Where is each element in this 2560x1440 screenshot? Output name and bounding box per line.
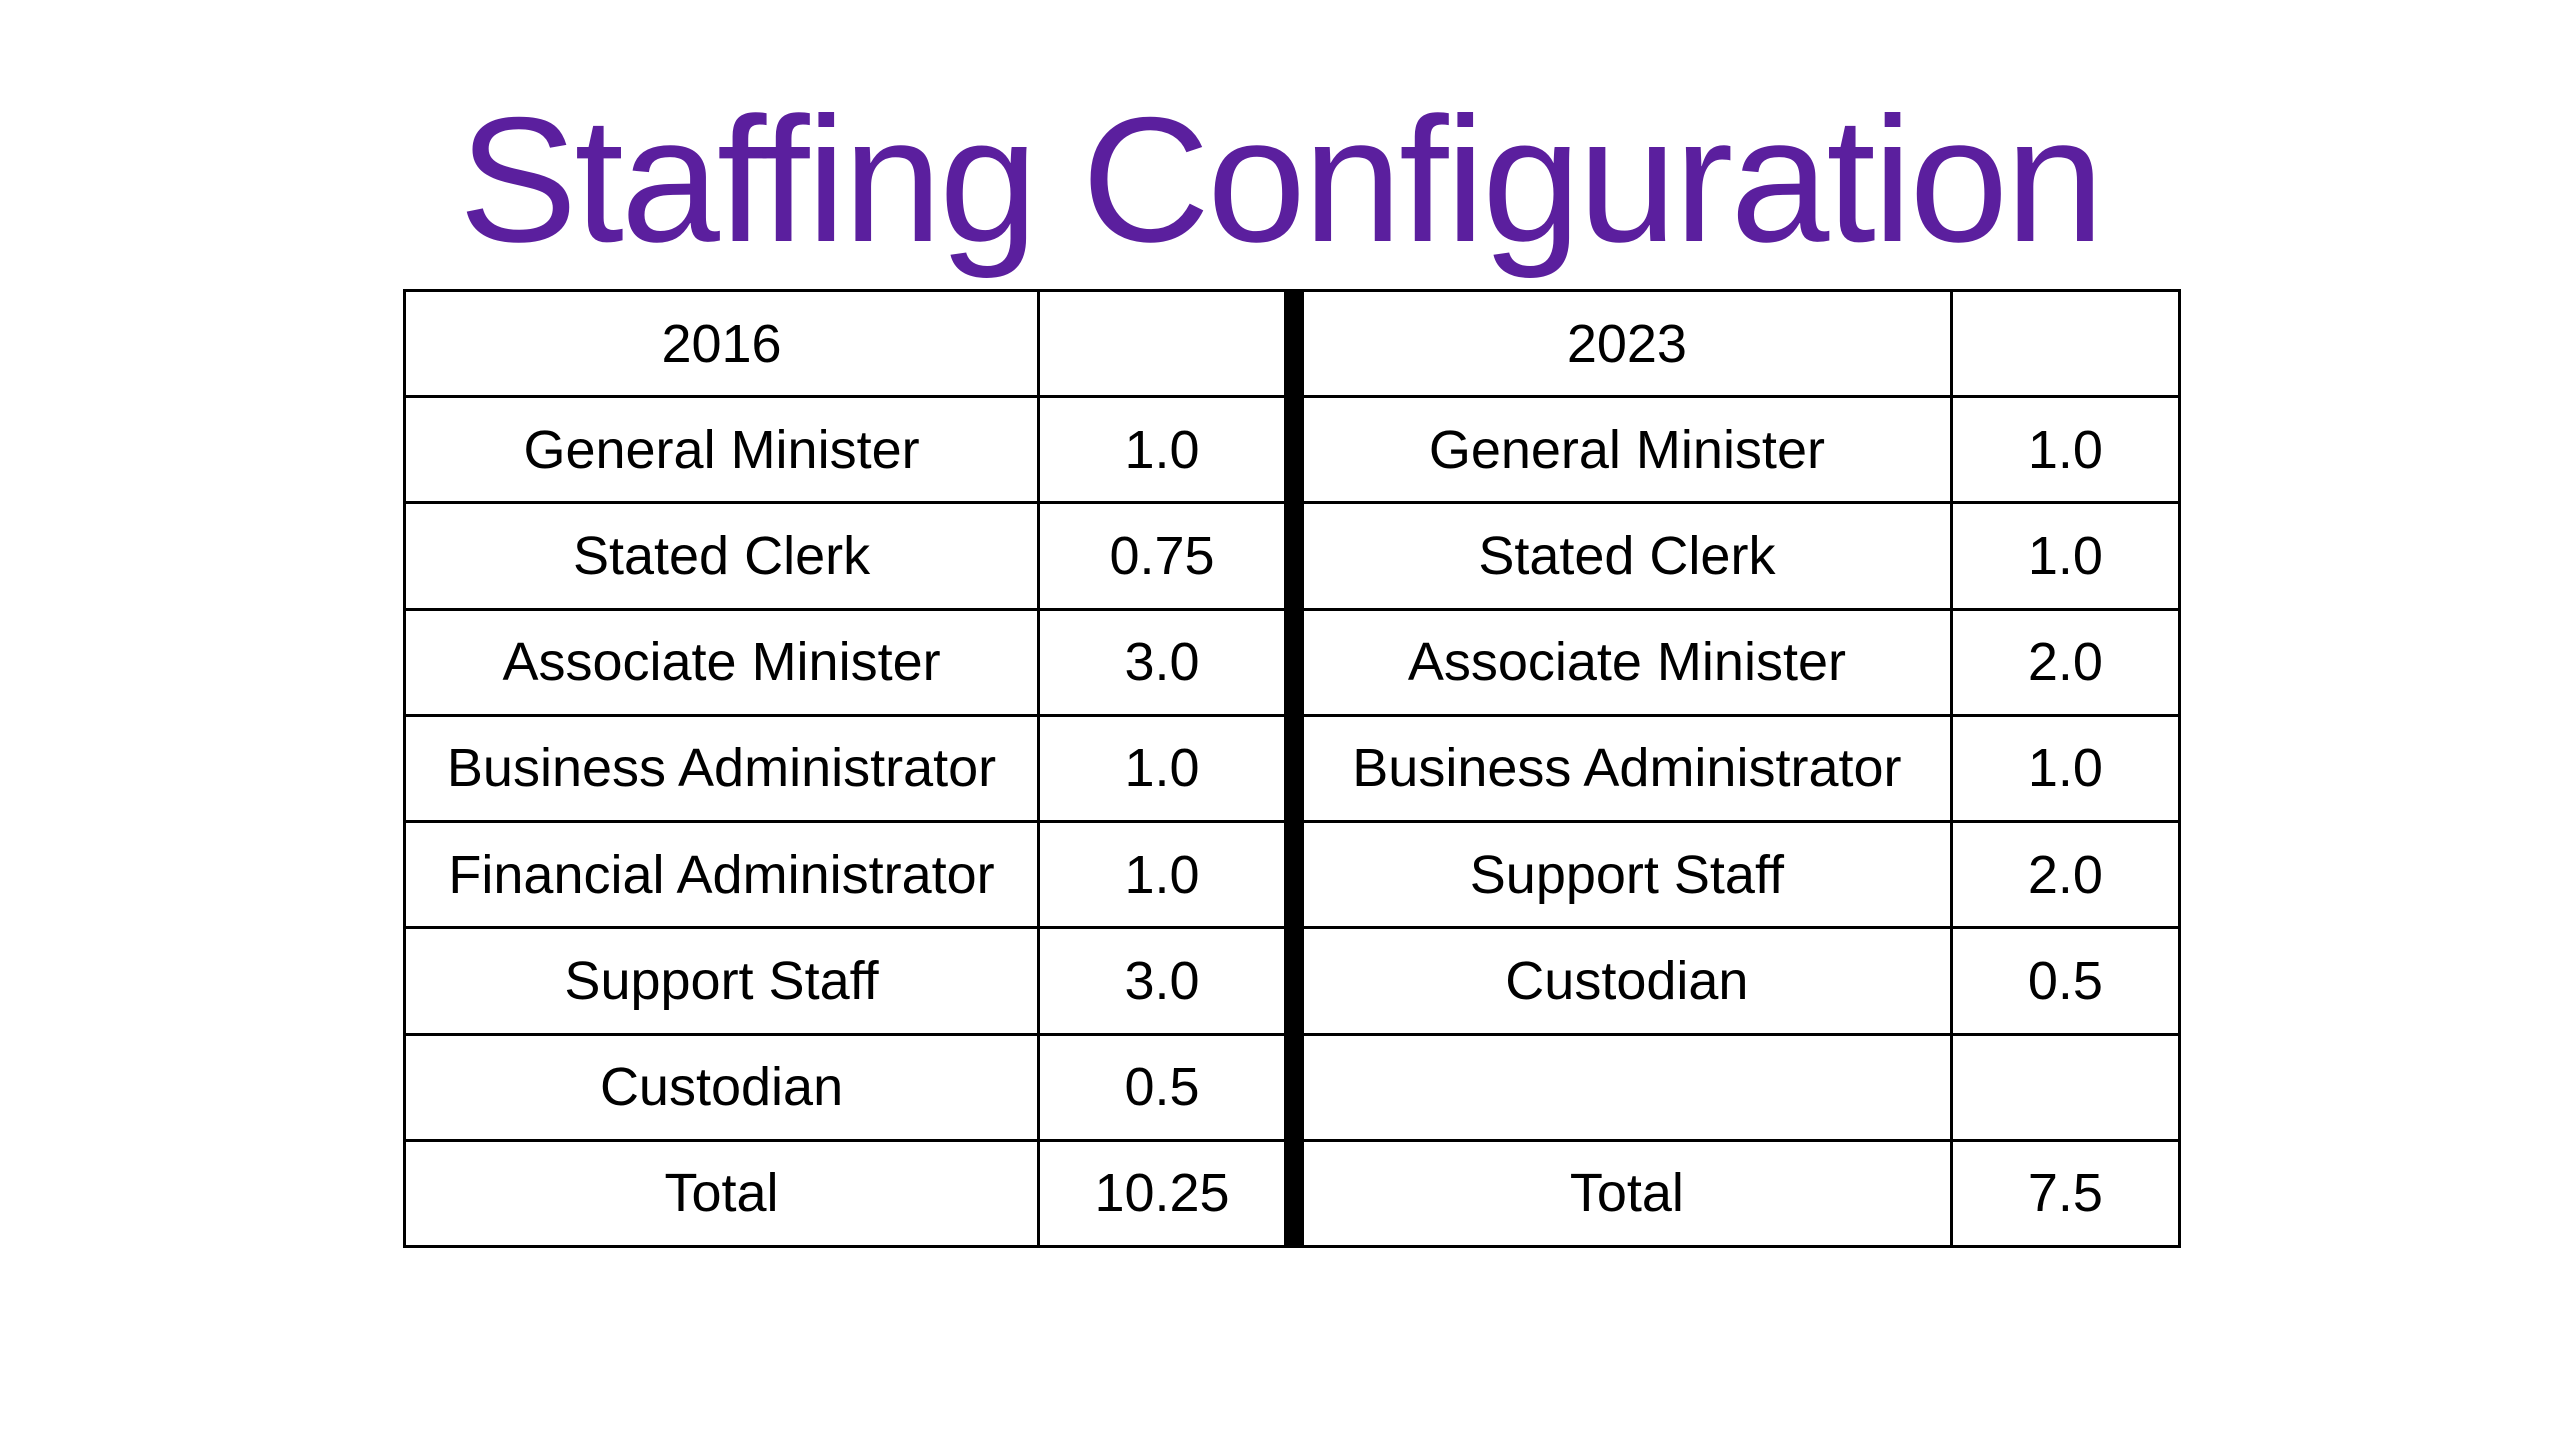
year-2016-value-header	[1037, 288, 1305, 399]
fte-2023-cell	[1949, 1032, 2182, 1142]
role-2016-cell: Financial Administrator	[402, 820, 1041, 930]
staffing-table: 2016 2023 General Minister 1.0 General M…	[402, 288, 2182, 1249]
fte-2016-cell: 1.0	[1037, 820, 1305, 930]
fte-2016-cell: 1.0	[1037, 395, 1305, 505]
table-header-row: 2016 2023	[402, 288, 2182, 399]
fte-2023-cell: 1.0	[1949, 395, 2182, 505]
table-row: Business Administrator 1.0 Business Admi…	[402, 713, 2182, 824]
table-row: Support Staff 3.0 Custodian 0.5	[402, 926, 2182, 1036]
role-2016-cell: Custodian	[402, 1032, 1041, 1142]
fte-2016-cell: 3.0	[1037, 926, 1305, 1036]
year-2023-value-header	[1949, 288, 2182, 399]
year-2016-header: 2016	[402, 288, 1041, 399]
fte-2016-cell: 3.0	[1037, 607, 1305, 717]
role-2023-cell: Business Administrator	[1292, 713, 1953, 824]
role-2016-cell: Associate Minister	[402, 607, 1041, 717]
fte-2016-cell: 0.75	[1037, 501, 1305, 611]
fte-2023-cell: 2.0	[1949, 820, 2182, 930]
table-row: Financial Administrator 1.0 Support Staf…	[402, 820, 2182, 930]
role-2023-cell: Support Staff	[1292, 820, 1953, 930]
total-2016-value: 10.25	[1037, 1138, 1305, 1249]
role-2016-cell: Support Staff	[402, 926, 1041, 1036]
table-row: Stated Clerk 0.75 Stated Clerk 1.0	[402, 501, 2182, 611]
total-2016-label: Total	[402, 1138, 1041, 1249]
year-2023-header: 2023	[1292, 288, 1953, 399]
role-2023-cell: Stated Clerk	[1292, 501, 1953, 611]
fte-2023-cell: 0.5	[1949, 926, 2182, 1036]
page-title: Staffing Configuration	[458, 80, 2105, 279]
total-2023-label: Total	[1292, 1138, 1953, 1249]
fte-2023-cell: 1.0	[1949, 713, 2182, 824]
role-2023-cell: General Minister	[1292, 395, 1953, 505]
role-2023-cell: Custodian	[1292, 926, 1953, 1036]
role-2023-cell: Associate Minister	[1292, 607, 1953, 717]
table-row: General Minister 1.0 General Minister 1.…	[402, 395, 2182, 505]
role-2016-cell: Business Administrator	[402, 713, 1041, 824]
fte-2016-cell: 1.0	[1037, 713, 1305, 824]
role-2016-cell: General Minister	[402, 395, 1041, 505]
fte-2016-cell: 0.5	[1037, 1032, 1305, 1142]
total-row: Total 10.25 Total 7.5	[402, 1138, 2182, 1249]
total-2023-value: 7.5	[1949, 1138, 2182, 1249]
role-2023-cell	[1292, 1032, 1953, 1142]
fte-2023-cell: 1.0	[1949, 501, 2182, 611]
table-row: Custodian 0.5	[402, 1032, 2182, 1142]
role-2016-cell: Stated Clerk	[402, 501, 1041, 611]
table-row: Associate Minister 3.0 Associate Ministe…	[402, 607, 2182, 717]
fte-2023-cell: 2.0	[1949, 607, 2182, 717]
